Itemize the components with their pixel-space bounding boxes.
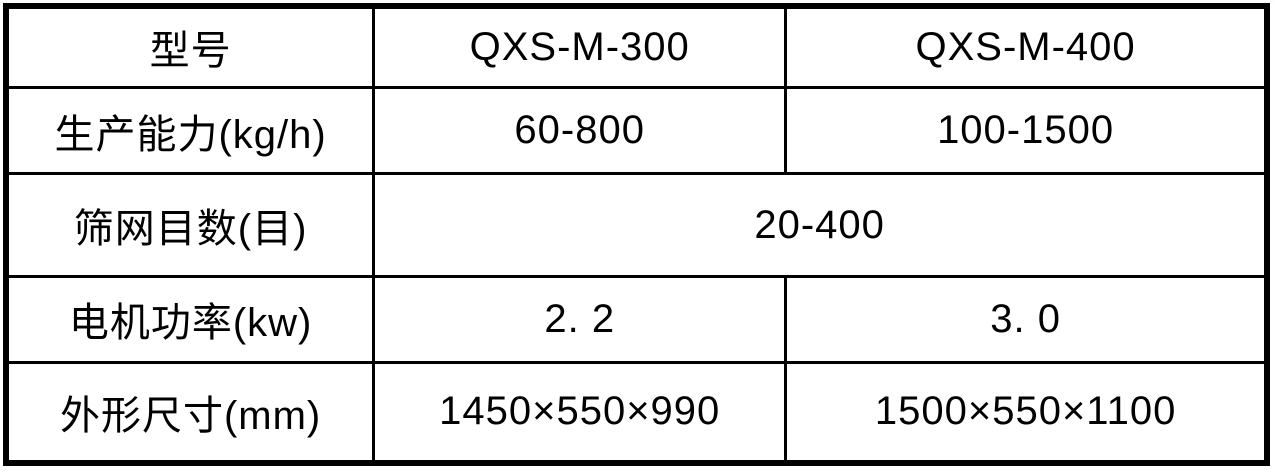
cell-power-qxs-m-400: 3. 0 xyxy=(784,275,1269,364)
table-row-power: 电机功率(kw) 2. 2 3. 0 xyxy=(4,275,1269,364)
cell-mesh-merged: 20-400 xyxy=(372,172,1269,279)
row-label-power: 电机功率(kw) xyxy=(4,275,376,364)
table-row-mesh: 筛网目数(目) 20-400 xyxy=(4,172,1269,279)
cell-size-qxs-m-300: 1450×550×990 xyxy=(372,360,788,465)
row-label-capacity: 生产能力(kg/h) xyxy=(4,85,376,176)
row-label-mesh: 筛网目数(目) xyxy=(4,172,376,279)
cell-capacity-qxs-m-400: 100-1500 xyxy=(784,85,1269,176)
cell-model-qxs-m-400: QXS-M-400 xyxy=(784,4,1269,89)
product-spec-sheet: 型号 QXS-M-300 QXS-M-400 生产能力(kg/h) 60-800… xyxy=(0,3,1275,476)
table-row-model: 型号 QXS-M-300 QXS-M-400 xyxy=(4,4,1269,89)
cell-power-qxs-m-300: 2. 2 xyxy=(372,275,788,364)
spec-table: 型号 QXS-M-300 QXS-M-400 生产能力(kg/h) 60-800… xyxy=(3,3,1270,466)
table-row-size: 外形尺寸(mm) 1450×550×990 1500×550×1100 xyxy=(4,360,1269,465)
cell-capacity-qxs-m-300: 60-800 xyxy=(372,85,788,176)
table-row-capacity: 生产能力(kg/h) 60-800 100-1500 xyxy=(4,85,1269,176)
cell-size-qxs-m-400: 1500×550×1100 xyxy=(784,360,1269,465)
cell-model-qxs-m-300: QXS-M-300 xyxy=(372,4,788,89)
row-label-model: 型号 xyxy=(4,4,376,89)
row-label-size: 外形尺寸(mm) xyxy=(4,360,376,465)
